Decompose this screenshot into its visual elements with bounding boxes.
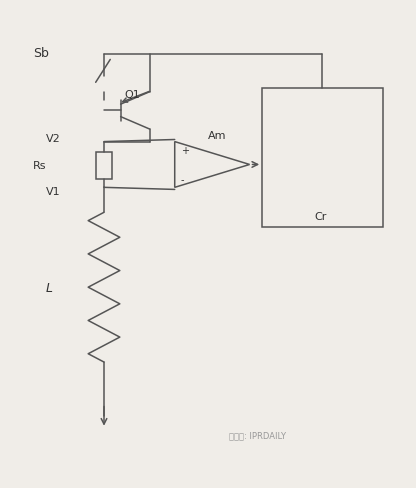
Text: V2: V2 [46, 134, 60, 144]
Text: Q1: Q1 [125, 90, 141, 100]
Text: Cr: Cr [314, 212, 327, 222]
Text: +: + [181, 145, 189, 156]
Text: -: - [181, 175, 184, 184]
Text: L: L [46, 281, 53, 294]
Bar [96, 153, 112, 180]
Bar [262, 88, 383, 227]
Text: 微信号: IPRDAILY: 微信号: IPRDAILY [229, 430, 286, 440]
Text: Sb: Sb [33, 46, 49, 60]
Text: Rs: Rs [33, 161, 47, 171]
Text: Am: Am [208, 131, 226, 141]
Text: V1: V1 [46, 187, 60, 197]
